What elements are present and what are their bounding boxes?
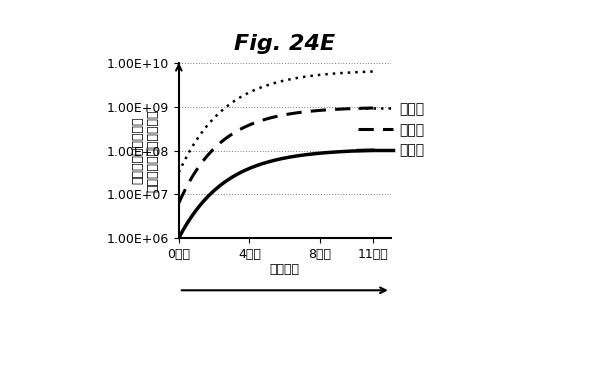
Line: 系列１: 系列１ (179, 71, 373, 172)
系列１ (316, 73, 324, 77)
系列１ (198, 130, 206, 134)
系列３ (252, 164, 260, 168)
系列３ (198, 201, 206, 205)
系列２ (316, 108, 323, 112)
系列２ (238, 126, 246, 131)
系列１ (238, 94, 246, 98)
系列２ (198, 160, 206, 164)
系列１ (370, 69, 377, 74)
系列３ (297, 153, 305, 158)
系列３ (316, 151, 323, 155)
系列２ (297, 110, 305, 114)
系列１ (316, 73, 323, 77)
X-axis label: 培養日数: 培養日数 (270, 263, 300, 276)
系列２ (316, 108, 324, 112)
系列１ (175, 170, 182, 175)
系列３ (316, 151, 324, 155)
系列３ (175, 236, 182, 240)
系列２ (175, 201, 182, 205)
系列１ (252, 87, 260, 92)
系列２ (370, 106, 377, 110)
Line: 系列３: 系列３ (179, 150, 373, 238)
Title: Fig. 24E: Fig. 24E (234, 34, 335, 54)
Line: 系列２: 系列２ (179, 108, 373, 203)
系列１ (297, 75, 305, 80)
系列３ (238, 169, 246, 174)
Legend: 系列１, 系列２, 系列３: 系列１, 系列２, 系列３ (352, 96, 430, 163)
系列２ (252, 120, 260, 125)
系列３ (370, 148, 377, 152)
Text: 許作業の計数により
評価した生存細胞の全数: 許作業の計数により 評価した生存細胞の全数 (131, 110, 159, 192)
